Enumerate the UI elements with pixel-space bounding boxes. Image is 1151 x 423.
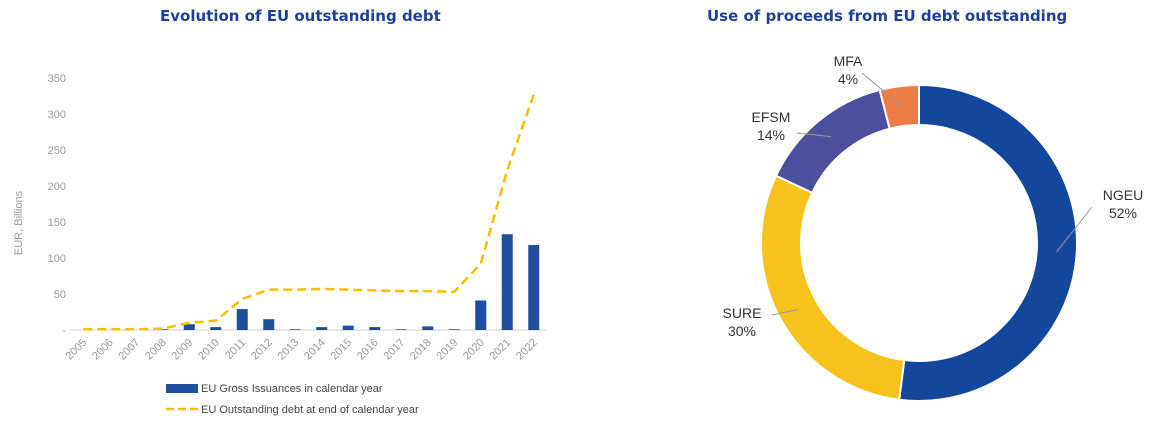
y-axis-label: EUR, Billions [13,190,25,255]
x-tick-label: 2006 [90,337,116,363]
legend: EU Gross Issuances in calendar year EU O… [166,383,419,416]
bar-2016 [369,327,381,330]
x-tick-label: 2014 [302,337,328,363]
bar-2015 [342,325,354,330]
donut-slice-sure [760,174,906,401]
y-tick-label: - [62,325,66,337]
donut-slice-ngeu [898,83,1078,402]
leader-line-efsm [796,132,832,138]
x-tick-label: 2022 [514,337,540,363]
bar-2008 [157,329,169,330]
bar-2018 [422,326,434,330]
series-line-outstanding-debt [83,94,535,331]
x-tick-label: 2018 [408,337,434,363]
bar-2017 [395,329,407,330]
bar-2009 [183,324,195,330]
bar-2011 [236,309,248,330]
legend-label-outstanding-debt: EU Outstanding debt at end of calendar y… [201,404,419,416]
slice-label-mfa: MFA [834,53,863,69]
slice-value-sure: 30% [728,323,756,339]
legend-label-gross-issuances: EU Gross Issuances in calendar year [201,383,383,395]
bar-2010 [210,327,222,330]
slice-label-ngeu: NGEU [1103,187,1143,203]
bar-2014 [316,327,328,330]
donut-chart-title: Use of proceeds from EU debt outstanding [707,7,1068,25]
x-tick-label: 2015 [329,337,355,363]
x-tick-label: 2013 [276,337,302,363]
x-tick-label: 2005 [64,337,90,363]
slice-value-mfa: 4% [838,71,858,87]
donut-slice-mfa [878,83,920,130]
bar-2021 [501,234,513,330]
x-tick-label: 2017 [382,337,408,363]
x-tick-label: 2020 [461,337,487,363]
x-tick-label: 2009 [170,337,196,363]
x-tick-label: 2010 [196,337,222,363]
x-tick-label: 2007 [117,337,143,363]
y-tick-label: 300 [48,109,66,121]
x-tick-label: 2021 [488,337,514,363]
x-tick-label: 2019 [435,337,461,363]
x-tick-label: 2012 [249,337,275,363]
bar-chart-title: Evolution of EU outstanding debt [160,7,441,25]
y-tick-label: 200 [48,181,66,193]
bar-2013 [289,329,301,330]
x-tick-label: 2008 [143,337,169,363]
y-tick-label: 50 [54,289,66,301]
slice-value-efsm: 14% [757,127,785,143]
x-tick-label: 2011 [223,337,248,362]
donut-slice-efsm [774,88,891,195]
slice-value-ngeu: 52% [1109,205,1137,221]
leader-line-sure [771,308,799,316]
bar-line-chart: EUR, Billions - 50 100 150 200 250 300 350 2005… [13,73,547,416]
slice-label-efsm: EFSM [752,109,791,125]
x-tick-label: 2016 [355,337,381,363]
y-tick-label: 150 [48,217,66,229]
bar-2022 [528,245,540,330]
leader-line-ngeu [1056,206,1093,252]
y-tick-label: 250 [48,145,66,157]
leader-line-mfa [861,72,903,107]
slice-label-sure: SURE [723,305,762,321]
y-tick-label: 350 [48,73,66,85]
y-tick-label: 100 [48,253,66,265]
bar-2020 [475,300,487,330]
bar-2012 [263,319,275,330]
bar-2019 [448,329,460,330]
legend-swatch-gross-issuances [166,384,198,393]
